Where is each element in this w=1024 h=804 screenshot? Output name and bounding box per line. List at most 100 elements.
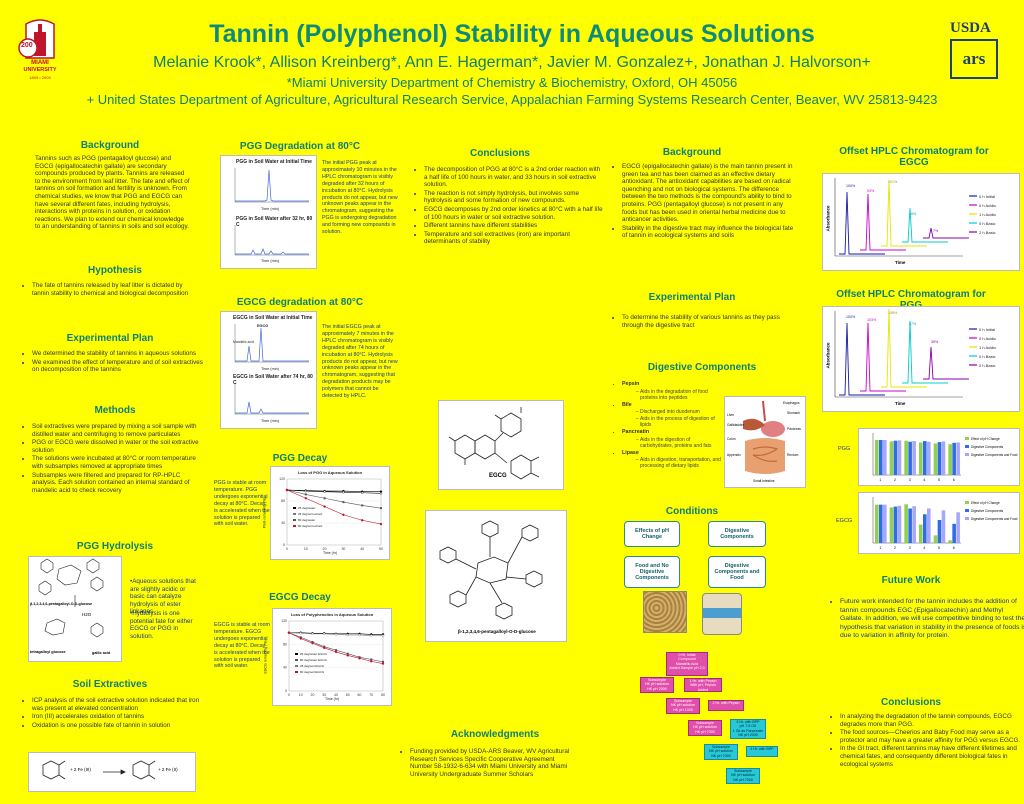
data-point: [323, 646, 326, 650]
organ-esophagus: Esophagus: [783, 401, 800, 405]
x-tick-label: 3: [909, 478, 911, 482]
list-item: Different tannins have different stabili…: [424, 222, 604, 230]
list-item: Bile Discharged into duodenumAids in the…: [622, 402, 722, 429]
flow-text: Subsample: [674, 699, 692, 703]
legend-label: 80 deg/soil extract: [298, 524, 323, 528]
y-tick-label: 80: [281, 499, 285, 503]
x-tick-label: 0: [286, 547, 288, 551]
soil-extractives-list: ICP analysis of the soil extractive solu…: [20, 697, 212, 730]
pgg-hplc-figure: PGG in Soil Water at Initial Time Time (…: [220, 155, 317, 269]
list-item: Aids in the digestion of carbohydrates, …: [640, 437, 722, 449]
bar: [937, 520, 942, 543]
list-item: Discharged into duodenum: [640, 409, 722, 415]
list-item: Future work intended for the tannin incl…: [840, 598, 1024, 641]
legend-swatch: [295, 671, 298, 673]
legend-swatch: [293, 525, 296, 527]
list-item: Aids in the degradation of food proteins…: [640, 389, 722, 401]
legend-swatch: [295, 665, 298, 667]
affiliation-usda: + United States Department of Agricultur…: [86, 92, 938, 107]
bar: [883, 440, 887, 475]
bar-label-pgg: PGG: [838, 446, 851, 452]
series-line: [286, 489, 382, 494]
y-tick-label: 40: [283, 666, 287, 670]
y-tick-label: 0: [283, 543, 285, 547]
chromatogram-trace: [923, 346, 969, 380]
reaction-right-label: + 2 Fe (II): [158, 767, 178, 772]
offset-pgg-peak-1: 100%: [846, 315, 856, 319]
data-point: [311, 641, 314, 645]
data-point: [323, 497, 326, 500]
bar: [956, 512, 960, 543]
future-work-list: Future work intended for the tannin incl…: [828, 598, 1024, 642]
flow-top-box: 0 Hr, Initial Compound Mandelic Acid Add…: [666, 652, 708, 676]
pgg-degradation-heading: PGG Degradation at 80°C: [239, 141, 361, 152]
pgg-hplc-axis-top: Time (min): [261, 207, 279, 211]
offset-pgg-peak-4: 87%: [909, 322, 917, 326]
bar: [912, 441, 916, 475]
flow-text: 4 Hr. with BPP: [750, 747, 774, 751]
legend-label: Effect of pH Change: [971, 501, 1000, 505]
flow-row2-right: 1 Hr. with Pepsin With pH, Pepsin Added: [684, 678, 722, 692]
pgg-hplc-top-title: PGG in Soil Water at Initial Time: [236, 159, 312, 165]
egcg-decay-plot: 0 40 80 120 0 10 20 30 40 50 60 70 80 25 deg/water EG…: [281, 619, 385, 697]
pgg-bar-chart: 1 2 3 4 5 6 Effect of pH Change Digestive Compo…: [858, 428, 1020, 486]
x-tick-label: 5: [938, 546, 940, 550]
legend-label: 0 h Initial: [979, 327, 995, 332]
cereal-photo: [643, 591, 687, 633]
flow-text: pH 7.5 OK: [739, 724, 757, 729]
x-tick-label: 50: [346, 693, 350, 697]
pgg-hplc-axis-bottom: Time (min): [261, 259, 279, 263]
list-item: Pepsin Aids in the degradation of food p…: [622, 381, 722, 401]
col5-conclusions-heading: Conclusions: [880, 697, 941, 708]
oxidation-reaction-figure: [28, 752, 196, 792]
flow-text: NK pH solution: [671, 703, 695, 708]
flow-text: 2 Hr. with Pepsin: [712, 701, 740, 705]
pgg-hplc-top-trace: [234, 168, 309, 203]
flow-text: NK pH 7000: [733, 777, 753, 782]
flow-text: 0 Hr, Initial: [678, 653, 696, 657]
flow-text: Added Sample pH 2.0: [669, 665, 705, 670]
legend-label: 0 h Acidic: [979, 203, 996, 208]
legend-label: Digestive Components: [971, 445, 1003, 449]
bar: [897, 505, 902, 543]
chromatogram-trace: [881, 308, 927, 388]
list-item: Aids in digestion, transportation, and p…: [640, 457, 722, 469]
x-tick-label: 5: [938, 478, 940, 482]
x-tick-label: 3: [909, 546, 911, 550]
series-line: [286, 489, 382, 509]
pgg-molecule-icon: [439, 520, 543, 620]
bar: [908, 508, 912, 543]
list-item: Aids in the process of digestion of lipi…: [640, 416, 722, 428]
flow-text: Subsample: [696, 721, 714, 725]
x-tick-label: 6: [953, 478, 955, 482]
data-point: [334, 650, 338, 654]
flow-row5-right: 4 Hr. with BPP: [746, 746, 778, 757]
legend-label: 0 h Basic: [979, 354, 995, 359]
legend-label: Effect of pH Change: [971, 437, 1000, 441]
egcg-peak-label: EGCG: [257, 324, 269, 328]
data-point: [346, 652, 349, 655]
legend-swatch: [293, 513, 296, 515]
methods-list: Soil extractives were prepared by mixing…: [20, 423, 204, 495]
bar: [952, 523, 956, 543]
legend-swatch: [965, 517, 969, 520]
bar: [937, 442, 942, 475]
egcg-decay-text: EGCG is stable at room temperature. EGCG…: [214, 622, 270, 670]
legend-swatch: [295, 653, 298, 655]
egcg-decay-ylabel: EGCG remaining (%): [263, 640, 268, 674]
usda-text: USDA: [950, 20, 991, 36]
bar: [912, 506, 916, 543]
list-item: Subsamples were filtered and prepared fo…: [32, 472, 204, 495]
offset-pgg-chart: 0 h Initial 0 h Acidic 1 h Acidic 0 h Basic…: [822, 306, 1020, 412]
pgg-structure-icon: [38, 558, 104, 638]
col4-background-heading: Background: [662, 147, 722, 158]
pgg-decay-heading: PGG Decay: [272, 453, 328, 464]
data-point: [323, 632, 326, 636]
data-point: [342, 513, 345, 516]
chromatogram-trace: [902, 320, 948, 384]
offset-pgg-peak-2: 103%: [867, 318, 877, 322]
baby-food-photo: [702, 593, 742, 635]
data-point: [304, 497, 307, 500]
condition-food-box: Food and No Digestive Components: [624, 556, 680, 588]
legend-label: 0 h Initial: [979, 194, 995, 199]
